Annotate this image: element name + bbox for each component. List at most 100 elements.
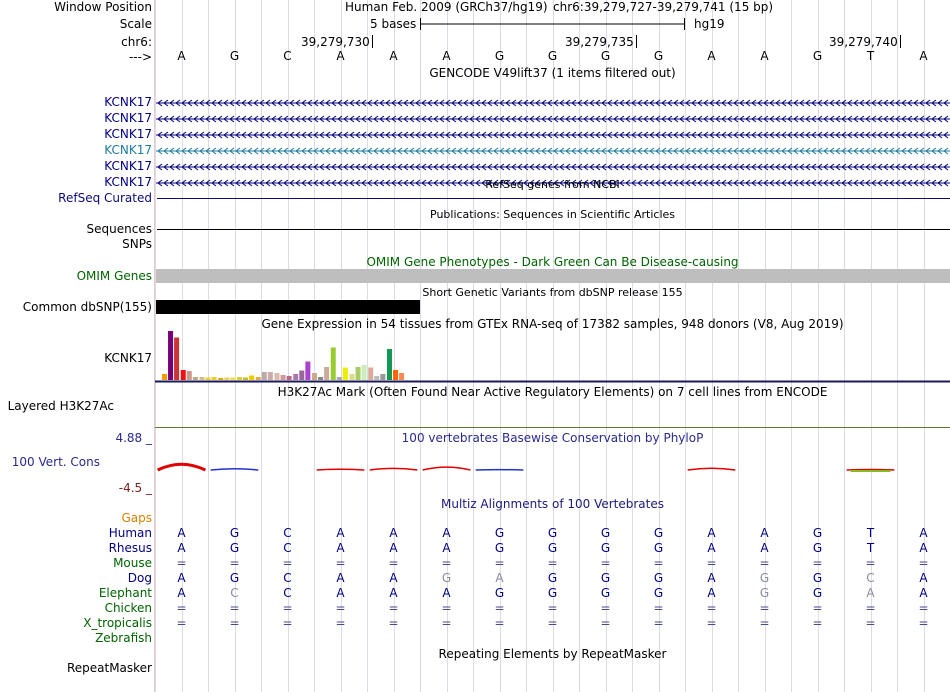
conservation-score-mark[interactable] <box>369 467 418 471</box>
gtex-tissue-bar[interactable] <box>318 377 324 380</box>
gtex-tissue-bar[interactable] <box>211 377 217 380</box>
multiz-aligned-base: = <box>759 601 770 615</box>
gtex-track-title[interactable]: Gene Expression in 54 tissues from GTEx … <box>261 317 844 331</box>
multiz-track-title[interactable]: Multiz Alignments of 100 Vertebrates <box>440 497 665 511</box>
gtex-tissue-bar[interactable] <box>368 367 374 381</box>
multiz-aligned-base: C <box>230 586 239 600</box>
conservation-score-mark[interactable] <box>156 462 207 472</box>
gtex-tissue-bar[interactable] <box>374 376 380 380</box>
scale-label: Scale <box>119 17 152 31</box>
gtex-tissue-bar[interactable] <box>324 367 330 380</box>
gtex-tissue-bar[interactable] <box>230 377 236 381</box>
gencode-track-title[interactable]: GENCODE V49lift37 (1 items filtered out) <box>429 66 676 80</box>
gtex-tissue-bar[interactable] <box>286 376 292 380</box>
gtex-tissue-bar[interactable] <box>249 375 255 381</box>
conservation-track-title[interactable]: 100 vertebrates Basewise Conservation by… <box>401 431 704 445</box>
gtex-bar-chart[interactable] <box>155 330 950 383</box>
conservation-score-mark[interactable] <box>316 468 365 471</box>
gtex-tissue-bar[interactable] <box>355 367 361 380</box>
gtex-tissue-bar[interactable] <box>162 374 167 380</box>
gencode-transcript-line[interactable] <box>156 112 950 126</box>
refseq-line <box>157 198 950 199</box>
gtex-tissue-bar[interactable] <box>312 373 317 380</box>
gtex-tissue-bar[interactable] <box>168 331 174 380</box>
gtex-tissue-bar[interactable] <box>274 373 280 380</box>
publications-label[interactable]: Sequences <box>86 222 152 236</box>
h3k27ac-track-title[interactable]: H3K27Ac Mark (Often Found Near Active Re… <box>277 385 828 399</box>
gtex-tissue-bar[interactable] <box>267 372 273 380</box>
gencode-transcript-line[interactable] <box>156 160 950 174</box>
dbsnp-feature-bar[interactable] <box>156 300 420 314</box>
repeatmasker-track-title[interactable]: Repeating Elements by RepeatMasker <box>438 647 667 661</box>
snps-label[interactable]: SNPs <box>122 237 152 251</box>
gtex-tissue-bar[interactable] <box>218 378 224 380</box>
multiz-species-label[interactable]: X_tropicalis <box>83 616 152 630</box>
gencode-transcript-label[interactable]: KCNK17 <box>104 159 152 173</box>
multiz-aligned-base: G <box>653 586 664 600</box>
gencode-transcript-label[interactable]: KCNK17 <box>104 175 152 189</box>
multiz-species-label[interactable]: Mouse <box>113 556 152 570</box>
gtex-tissue-bar[interactable] <box>180 370 186 380</box>
gtex-tissue-bar[interactable] <box>237 377 242 380</box>
refseq-label[interactable]: RefSeq Curated <box>58 191 152 205</box>
publications-track-title[interactable]: Publications: Sequences in Scientific Ar… <box>430 208 675 221</box>
multiz-species-label[interactable]: Rhesus <box>108 541 152 555</box>
gtex-tissue-bar[interactable] <box>349 374 355 380</box>
gtex-tissue-bar[interactable] <box>336 377 342 380</box>
gencode-transcript-line[interactable] <box>156 144 950 158</box>
gtex-tissue-bar[interactable] <box>243 377 249 381</box>
gtex-tissue-bar[interactable] <box>342 367 348 381</box>
multiz-species-label[interactable]: Human <box>108 526 152 540</box>
multiz-species-label[interactable]: Zebrafish <box>95 631 152 645</box>
gencode-transcript-label[interactable]: KCNK17 <box>104 95 152 109</box>
conservation-score-mark[interactable] <box>210 467 259 471</box>
gencode-transcript-label[interactable]: KCNK17 <box>104 127 152 141</box>
gtex-label[interactable]: KCNK17 <box>104 351 152 365</box>
gtex-tissue-bar[interactable] <box>205 377 211 381</box>
dbsnp-track-title[interactable]: Short Genetic Variants from dbSNP releas… <box>422 286 683 299</box>
reference-base: G <box>812 49 823 63</box>
multiz-species-label[interactable]: Chicken <box>104 601 152 615</box>
omim-track-title[interactable]: OMIM Gene Phenotypes - Dark Green Can Be… <box>366 255 739 269</box>
gencode-transcript-label[interactable]: KCNK17 <box>104 111 152 125</box>
gencode-transcript-label[interactable]: KCNK17 <box>104 143 152 157</box>
conservation-label[interactable]: 100 Vert. Cons <box>11 455 100 469</box>
multiz-aligned-base: = <box>812 601 823 615</box>
conservation-score-mark[interactable] <box>422 466 471 471</box>
conservation-score-mark[interactable] <box>846 468 895 471</box>
gtex-tissue-bar[interactable] <box>255 377 261 380</box>
refseq-track-title[interactable]: RefSeq genes from NCBI <box>485 178 620 191</box>
gtex-tissue-bar[interactable] <box>280 375 286 380</box>
gtex-tissue-bar[interactable] <box>361 365 367 380</box>
dbsnp-label[interactable]: Common dbSNP(155) <box>22 300 152 314</box>
gencode-transcript-line[interactable] <box>156 128 950 142</box>
h3k27ac-label[interactable]: Layered H3K27Ac <box>7 399 114 413</box>
gencode-transcript-line[interactable] <box>156 176 950 190</box>
gtex-tissue-bar[interactable] <box>305 361 311 381</box>
multiz-aligned-base: = <box>759 556 770 570</box>
gtex-tissue-bar[interactable] <box>199 377 205 380</box>
multiz-species-label[interactable]: Dog <box>127 571 152 585</box>
gtex-tissue-bar[interactable] <box>380 374 386 380</box>
gtex-tissue-bar[interactable] <box>393 370 399 380</box>
gtex-tissue-bar[interactable] <box>224 377 230 381</box>
multiz-species-label[interactable]: Elephant <box>98 586 152 600</box>
conservation-score-mark[interactable] <box>687 467 736 471</box>
multiz-aligned-base: A <box>336 526 345 540</box>
gtex-tissue-bar[interactable] <box>261 372 267 380</box>
gtex-tissue-bar[interactable] <box>330 347 336 381</box>
conservation-plot[interactable] <box>155 440 950 490</box>
gtex-tissue-bar[interactable] <box>399 373 405 380</box>
omim-feature-bar[interactable] <box>156 269 950 283</box>
gtex-tissue-bar[interactable] <box>299 370 305 381</box>
gtex-tissue-bar[interactable] <box>293 374 299 380</box>
gtex-tissue-bar[interactable] <box>192 377 198 380</box>
gencode-transcript-line[interactable] <box>156 96 950 110</box>
repeatmasker-label[interactable]: RepeatMasker <box>66 661 152 675</box>
position-text[interactable]: chr6:39,279,727-39,279,741 (15 bp) <box>553 0 774 14</box>
gtex-tissue-bar[interactable] <box>387 349 392 380</box>
gtex-tissue-bar[interactable] <box>174 337 180 381</box>
gtex-tissue-bar[interactable] <box>186 371 192 380</box>
multiz-aligned-base: = <box>282 616 293 630</box>
omim-label[interactable]: OMIM Genes <box>76 269 152 283</box>
